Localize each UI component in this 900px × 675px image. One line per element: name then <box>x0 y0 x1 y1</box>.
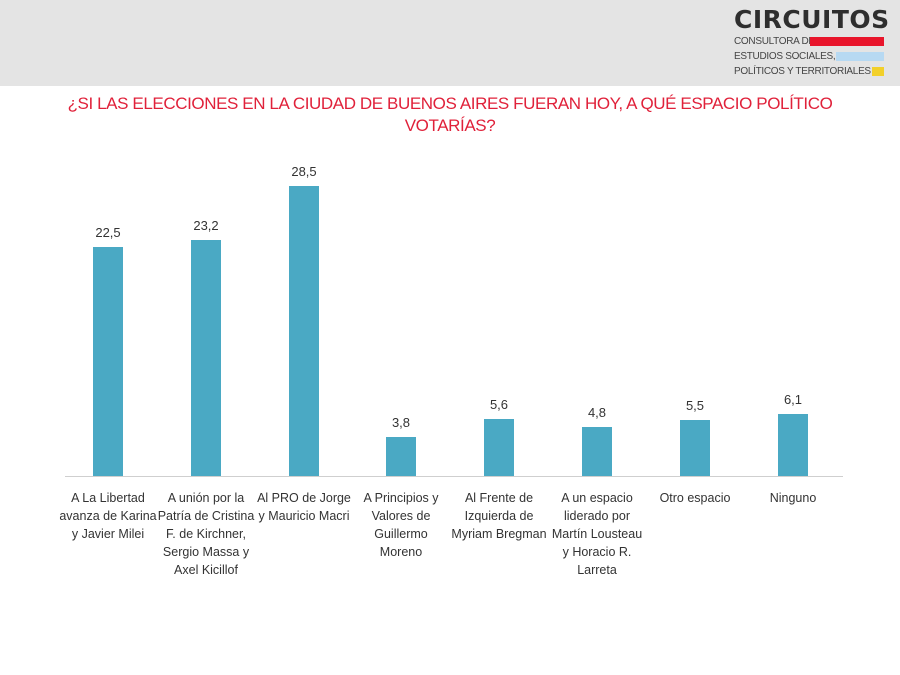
bar <box>680 420 710 476</box>
bar-value-label: 28,5 <box>291 164 317 179</box>
header-band <box>0 0 900 86</box>
logo-line-3: POLÍTICOS Y TERRITORIALES <box>734 64 890 79</box>
category-label: Ninguno <box>769 491 817 505</box>
logo-blue-swatch <box>836 52 884 61</box>
logo-yellow-swatch <box>872 67 884 76</box>
bar-value-label: 6,1 <box>783 392 803 407</box>
bar <box>582 427 612 476</box>
category-label: A unión por la Patría de Cristina F. de … <box>157 491 255 577</box>
bar-value-label: 23,2 <box>193 218 219 233</box>
bar <box>778 414 808 476</box>
bar <box>484 419 514 476</box>
category-label: A La Libertad avanza de Karina y Javier … <box>59 491 157 541</box>
circuitos-logo: CIRCUITOS CONSULTORA DE ESTUDIOS SOCIALE… <box>734 6 890 79</box>
bar <box>93 247 123 476</box>
category-label: Al Frente de Izquierda de Myriam Bregman <box>451 491 547 541</box>
bar-value-label: 22,5 <box>95 225 121 240</box>
category-label: Al PRO de Jorge y Mauricio Macri <box>257 491 351 523</box>
category-label: Otro espacio <box>659 491 731 505</box>
category-label: A Principios y Valores de Guillermo More… <box>363 491 439 559</box>
bar-value-label: 4,8 <box>587 405 607 420</box>
bar-value-label: 3,8 <box>391 415 411 430</box>
chart-title: ¿SI LAS ELECCIONES EN LA CIUDAD DE BUENO… <box>67 94 833 135</box>
bar <box>289 186 319 476</box>
bar-value-label: 5,6 <box>489 397 509 412</box>
bar <box>191 240 221 476</box>
logo-line-2: ESTUDIOS SOCIALES, <box>734 49 890 64</box>
logo-name: CIRCUITOS <box>734 5 890 34</box>
bar-value-label: 5,5 <box>685 398 705 413</box>
logo-red-swatch <box>810 37 884 46</box>
bar <box>386 437 416 476</box>
category-label: A un espacio liderado por Martín Loustea… <box>551 491 643 577</box>
logo-line-1: CONSULTORA DE <box>734 34 890 49</box>
x-axis-line <box>65 476 843 477</box>
